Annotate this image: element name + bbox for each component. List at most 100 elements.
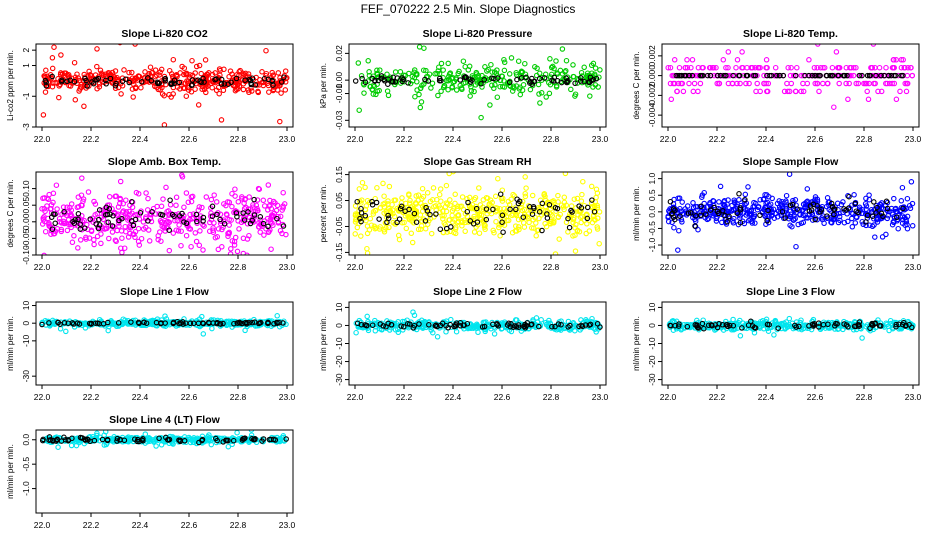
point: [695, 64, 702, 71]
point-selected: [91, 437, 98, 444]
point-selected: [591, 208, 598, 215]
plot-frame: [661, 43, 920, 128]
x-tick-label: 22.8: [230, 392, 247, 402]
point: [677, 205, 683, 212]
point: [184, 78, 190, 84]
point: [271, 210, 278, 217]
y-tick-label: -10: [21, 334, 31, 347]
point-selected: [354, 320, 361, 327]
point: [597, 67, 603, 73]
point: [411, 74, 418, 81]
y-axis-label: ml/min per min.: [632, 316, 641, 371]
data-points: [665, 160, 916, 255]
point-selected: [832, 206, 838, 212]
page-title: FEF_070222 2.5 Min. Slope Diagnostics: [360, 2, 576, 16]
point: [438, 88, 444, 95]
point: [229, 203, 235, 210]
point: [94, 430, 100, 437]
point-selected: [698, 203, 704, 210]
point-selected: [114, 438, 120, 444]
point: [49, 55, 56, 61]
point: [665, 64, 671, 71]
point: [792, 88, 799, 95]
point-selected: [880, 213, 886, 220]
point: [69, 239, 76, 246]
point: [836, 64, 842, 71]
point: [891, 195, 897, 202]
point-selected: [65, 320, 71, 326]
point: [384, 71, 390, 78]
point: [78, 84, 85, 91]
point: [863, 203, 870, 209]
point: [743, 80, 749, 87]
panel-title: Slope Gas Stream RH: [424, 156, 532, 168]
point: [143, 190, 149, 196]
point: [836, 213, 843, 220]
point-selected: [767, 72, 773, 79]
point: [797, 211, 803, 218]
point-selected: [707, 207, 714, 213]
point-selected: [214, 437, 220, 444]
point-selected: [514, 76, 520, 83]
point: [814, 64, 820, 71]
point: [893, 96, 900, 103]
point: [368, 222, 375, 228]
point: [190, 215, 197, 221]
point: [428, 230, 435, 237]
point: [734, 80, 740, 87]
point: [570, 62, 576, 68]
point-selected: [774, 72, 780, 79]
point: [849, 210, 855, 216]
point-selected: [878, 72, 884, 79]
point: [522, 190, 528, 197]
point-selected: [896, 321, 902, 328]
point: [739, 64, 745, 71]
point: [909, 160, 913, 164]
point-selected: [698, 72, 705, 79]
point-selected: [856, 323, 863, 329]
point-selected: [117, 436, 123, 443]
point-selected: [900, 72, 906, 79]
point-selected: [265, 319, 271, 326]
point: [240, 250, 247, 255]
point-selected: [413, 219, 420, 225]
point: [88, 227, 95, 233]
point-selected: [707, 72, 714, 79]
point: [71, 324, 78, 330]
point: [96, 84, 103, 90]
point-selected: [241, 436, 247, 442]
point: [419, 185, 426, 192]
point-selected: [739, 325, 745, 331]
point: [515, 224, 522, 230]
point: [690, 200, 696, 206]
point: [213, 199, 220, 205]
point: [81, 103, 87, 110]
point: [466, 202, 473, 209]
point-selected: [411, 322, 418, 329]
point-selected: [549, 323, 555, 330]
point: [717, 183, 724, 190]
point: [530, 217, 536, 223]
point: [411, 312, 418, 319]
point: [92, 201, 99, 207]
point: [674, 88, 680, 95]
panel-title: Slope Li-820 Temp.: [743, 28, 838, 40]
point: [763, 64, 769, 71]
point: [899, 184, 906, 191]
point-selected: [541, 75, 548, 81]
point-selected: [251, 212, 258, 218]
point-selected: [852, 200, 859, 207]
point-selected: [362, 79, 369, 86]
point-selected: [467, 76, 473, 83]
point: [455, 218, 462, 225]
point: [277, 118, 283, 125]
point: [153, 436, 159, 443]
point: [889, 80, 895, 87]
data-points: [665, 44, 916, 110]
point: [686, 80, 692, 87]
point-selected: [672, 216, 678, 223]
x-tick-label: 22.0: [34, 392, 51, 402]
point: [500, 195, 506, 202]
point-selected: [878, 323, 884, 329]
